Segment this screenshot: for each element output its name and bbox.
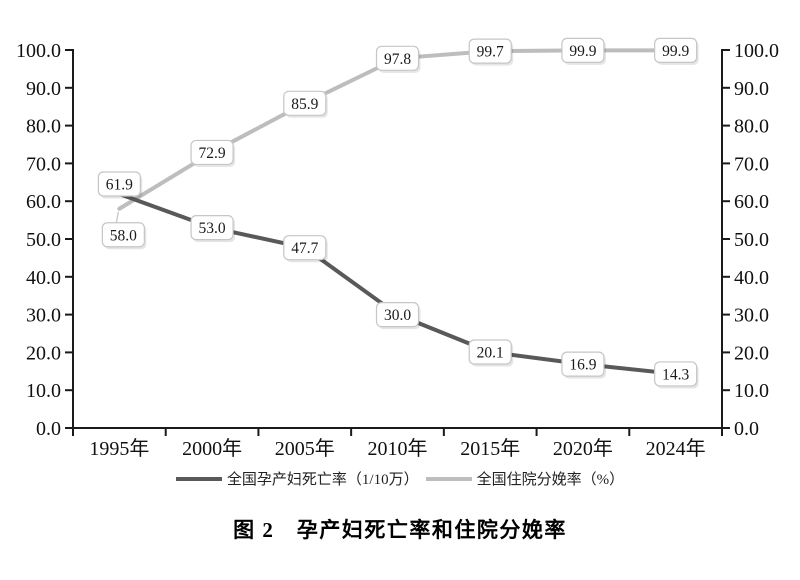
- label-box: [468, 339, 512, 365]
- legend-label-maternal-mortality: 全国孕产妇死亡率（1/10万）: [226, 472, 419, 488]
- data-point-label: 20.1: [477, 345, 504, 362]
- label-box: [283, 90, 327, 116]
- data-point-label: 85.9: [291, 96, 318, 113]
- y-axis-left-tick-label: 60.0: [26, 191, 61, 213]
- y-axis-right-tick-label: 30.0: [734, 305, 769, 327]
- x-axis-category-label: 2024年: [646, 437, 706, 460]
- figure-caption: 图 2 孕产妇死亡率和住院分娩率: [233, 518, 567, 542]
- y-axis-left-tick-label: 90.0: [26, 78, 61, 100]
- x-axis-category-label: 2000年: [182, 437, 242, 460]
- label-box: [375, 45, 420, 71]
- y-axis-left-tick-label: 100.0: [16, 40, 61, 62]
- x-axis-category-label: 1995年: [89, 437, 149, 460]
- y-axis-right-tick-label: 50.0: [734, 229, 769, 251]
- y-axis-left-tick-label: 80.0: [26, 116, 61, 138]
- chart-legend: 全国孕产妇死亡率（1/10万） 全国住院分娩率（%）: [0, 468, 800, 489]
- y-axis-left-tick-label: 20.0: [26, 342, 61, 364]
- y-axis-right-tick-label: 90.0: [734, 78, 769, 100]
- x-axis-category-label: 2015年: [460, 437, 520, 460]
- data-point-label: 99.9: [662, 43, 689, 60]
- data-point-label: 99.9: [569, 43, 596, 60]
- legend-item-hospital-delivery: 全国住院分娩率（%）: [425, 468, 625, 489]
- label-box: [375, 302, 420, 328]
- y-axis-right-tick-label: 100.0: [734, 40, 779, 62]
- legend-item-maternal-mortality: 全国孕产妇死亡率（1/10万）: [175, 468, 419, 489]
- label-box: [468, 38, 512, 64]
- label-box: [101, 222, 145, 248]
- y-axis-right-tick-label: 80.0: [734, 116, 769, 138]
- y-axis-left-tick-label: 50.0: [26, 229, 61, 251]
- data-point-label: 14.3: [662, 366, 689, 383]
- data-point-label: 72.9: [199, 145, 226, 162]
- y-axis-right-tick-label: 20.0: [734, 342, 769, 364]
- label-box: [190, 139, 234, 166]
- label-box: [190, 215, 234, 241]
- y-axis-left-tick-label: 40.0: [26, 267, 61, 289]
- series-line-1: [117, 48, 678, 211]
- data-point-label: 53.0: [199, 220, 226, 237]
- y-axis-right-tick-label: 40.0: [734, 267, 769, 289]
- x-axis-category-label: 2005年: [275, 437, 335, 460]
- data-point-label: 47.7: [291, 240, 318, 257]
- label-box: [561, 351, 605, 377]
- legend-swatch-maternal-mortality: [175, 476, 222, 481]
- label-box: [654, 361, 698, 387]
- label-box: [97, 171, 141, 197]
- data-point-label: 61.9: [106, 177, 133, 194]
- axes: 0.0 0.0 10.0 10.0 20.0 20.0 30.0 30.0 40.0 40.0 50…: [16, 40, 779, 460]
- label-box: [283, 235, 327, 261]
- label-box: [654, 37, 698, 63]
- label-box: [561, 37, 605, 63]
- y-axis-right-tick-label: 60.0: [734, 191, 769, 213]
- y-axis-right-tick-label: 70.0: [734, 153, 769, 175]
- line-chart: 0.0 0.0 10.0 10.0 20.0 20.0 30.0 30.0 40.0 40.0 50…: [16, 37, 779, 460]
- label-leader-line: [115, 211, 120, 223]
- y-axis-left-tick-label: 0.0: [36, 418, 61, 440]
- legend-label-hospital-delivery: 全国住院分娩率（%）: [476, 472, 625, 488]
- data-point-label: 58.0: [110, 227, 137, 244]
- x-axis-category-label: 2010年: [368, 437, 428, 460]
- x-axis-category-label: 2020年: [553, 437, 613, 460]
- y-axis-left-tick-label: 10.0: [26, 380, 61, 402]
- data-labels: 61.9 53.0 47.7 30.0 20.1 16.9 14.3 58.0 72.9 85.9…: [97, 37, 699, 389]
- data-point-label: 30.0: [384, 307, 411, 324]
- y-axis-left-tick-label: 70.0: [26, 153, 61, 175]
- y-axis-right-tick-label: 10.0: [734, 380, 769, 402]
- y-axis-right-tick-label: 0.0: [734, 418, 759, 440]
- y-axis-left-tick-label: 30.0: [26, 305, 61, 327]
- data-point-label: 99.7: [477, 44, 504, 61]
- legend-swatch-hospital-delivery: [425, 476, 472, 481]
- data-point-label: 16.9: [569, 357, 596, 374]
- data-point-label: 97.8: [384, 51, 411, 68]
